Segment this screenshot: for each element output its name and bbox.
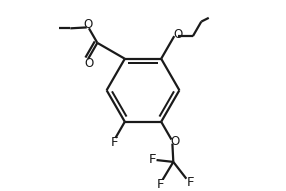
Text: F: F bbox=[111, 136, 118, 149]
Text: F: F bbox=[187, 176, 194, 189]
Text: O: O bbox=[173, 28, 182, 41]
Text: O: O bbox=[170, 135, 180, 148]
Text: O: O bbox=[84, 18, 93, 31]
Text: O: O bbox=[84, 57, 94, 70]
Text: F: F bbox=[149, 153, 156, 166]
Text: F: F bbox=[156, 178, 164, 191]
